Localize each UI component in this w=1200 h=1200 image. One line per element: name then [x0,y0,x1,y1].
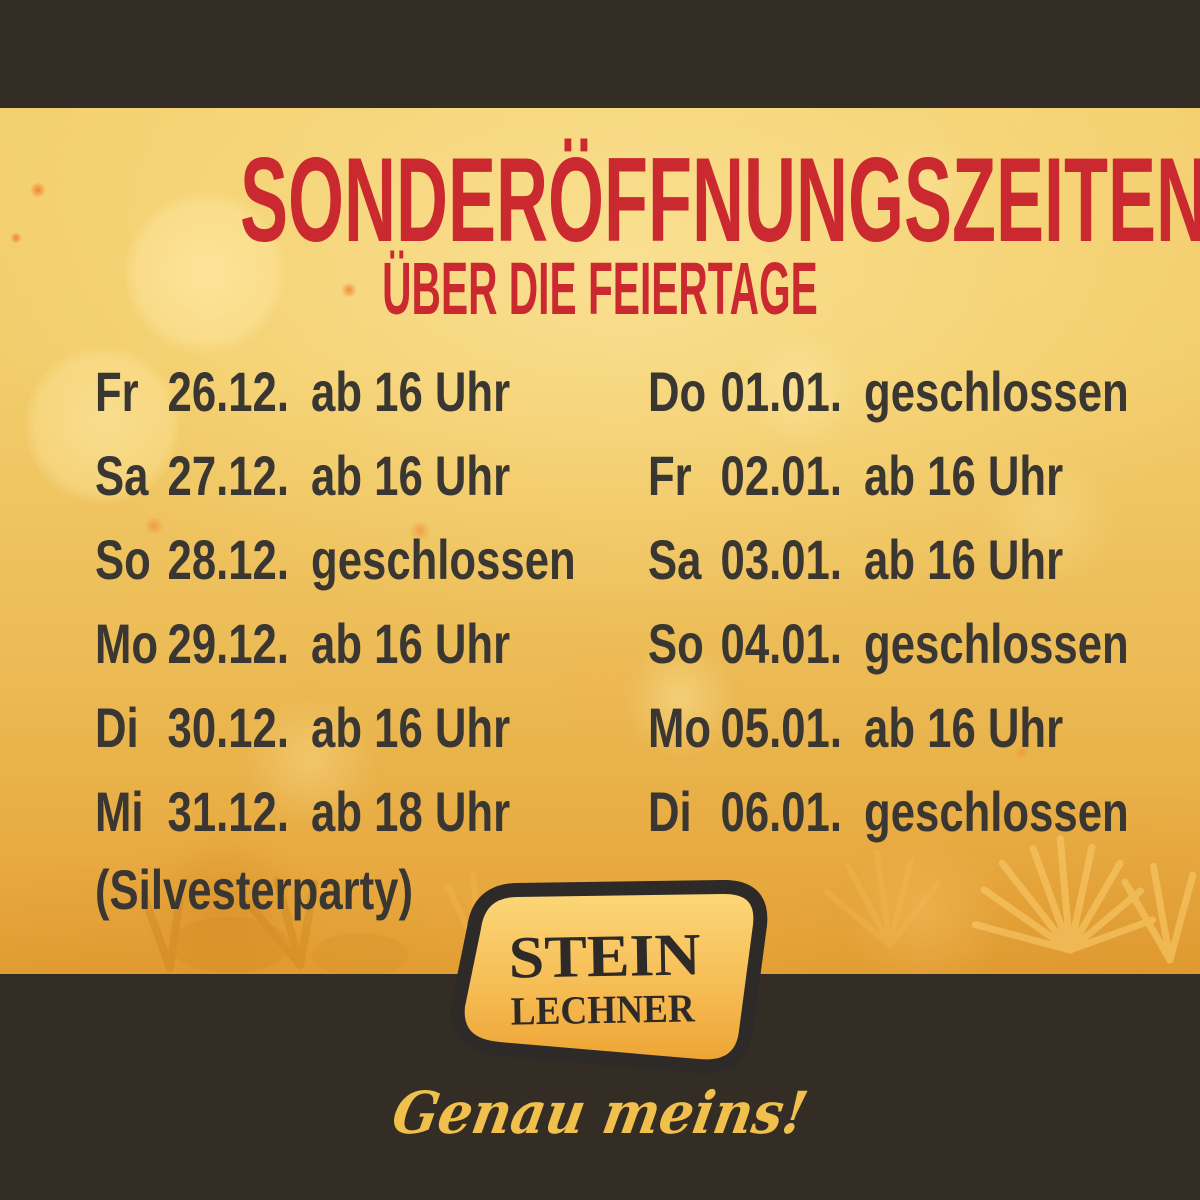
date-label: 02.01. [720,444,842,507]
date-label: 03.01. [720,528,842,591]
sparkle-dot [10,232,22,244]
hours-label: ab 16 Uhr [311,360,511,423]
sparkle-dot [30,182,46,198]
day-label: Mo [648,696,712,759]
day-label: Di [648,780,692,843]
hours-label: geschlossen [864,360,1129,423]
schedule-row: Mi 31.12. ab 18 Uhr [95,770,576,854]
date-label: 28.12. [167,528,289,591]
hours-label: geschlossen [864,780,1129,843]
schedule-row: So 28.12. geschlossen [95,518,576,602]
date-label: 27.12. [167,444,289,507]
day-label: Sa [648,528,702,591]
tagline-genau-meins: Genau meins! [387,1079,813,1147]
date-label: 01.01. [720,360,842,423]
date-label: 30.12. [167,696,289,759]
date-label: 29.12. [167,612,289,675]
schedule-row: Fr 26.12. ab 16 Uhr [95,350,576,434]
schedule-row: Sa 27.12. ab 16 Uhr [95,434,576,518]
logo-line1: STEIN [508,921,701,990]
schedule-row: Di 30.12. ab 16 Uhr [95,686,576,770]
hours-label: ab 18 Uhr [311,780,511,843]
day-label: Mi [95,780,144,843]
page-title: SONDERÖFFNUNGSZEITEN [240,133,1200,267]
hours-label: geschlossen [864,612,1129,675]
day-label: Di [95,696,139,759]
logo-line2: LECHNER [510,985,696,1033]
schedule-column-december: Fr 26.12. ab 16 Uhr Sa 27.12. ab 16 Uhr So 28… [95,350,576,932]
schedule-row: Sa 03.01. ab 16 Uhr [648,518,1129,602]
schedule-row: Mo 05.01. ab 16 Uhr [648,686,1129,770]
day-label: Fr [95,360,139,423]
day-label: So [95,528,151,591]
schedule-row: So 04.01. geschlossen [648,602,1129,686]
page-subtitle: ÜBER DIE FEIERTAGE [382,247,818,330]
hours-label: ab 16 Uhr [311,696,511,759]
hours-label: ab 16 Uhr [311,612,511,675]
hours-label: ab 16 Uhr [864,444,1064,507]
date-label: 04.01. [720,612,842,675]
hours-label: ab 16 Uhr [864,696,1064,759]
date-label: 05.01. [720,696,842,759]
date-label: 06.01. [720,780,842,843]
day-label: Sa [95,444,149,507]
day-label: So [648,612,704,675]
date-label: 26.12. [167,360,289,423]
day-label: Mo [95,612,159,675]
top-border-band [0,0,1200,108]
schedule-row: Do 01.01. geschlossen [648,350,1129,434]
day-label: Do [648,360,707,423]
hours-label: ab 16 Uhr [864,528,1064,591]
day-label: Fr [648,444,692,507]
hours-label: geschlossen [311,528,576,591]
badge-shape [450,879,768,1074]
date-label: 31.12. [167,780,289,843]
schedule-row: Mo 29.12. ab 16 Uhr [95,602,576,686]
schedule-row: Fr 02.01. ab 16 Uhr [648,434,1129,518]
stein-lechner-logo-badge: STEIN LECHNER [450,879,768,1074]
hours-label: ab 16 Uhr [311,444,511,507]
schedule-column-january: Do 01.01. geschlossen Fr 02.01. ab 16 Uhr Sa… [648,350,1129,854]
schedule-row: Di 06.01. geschlossen [648,770,1129,854]
silvesterparty-note: (Silvesterparty) [95,858,414,921]
